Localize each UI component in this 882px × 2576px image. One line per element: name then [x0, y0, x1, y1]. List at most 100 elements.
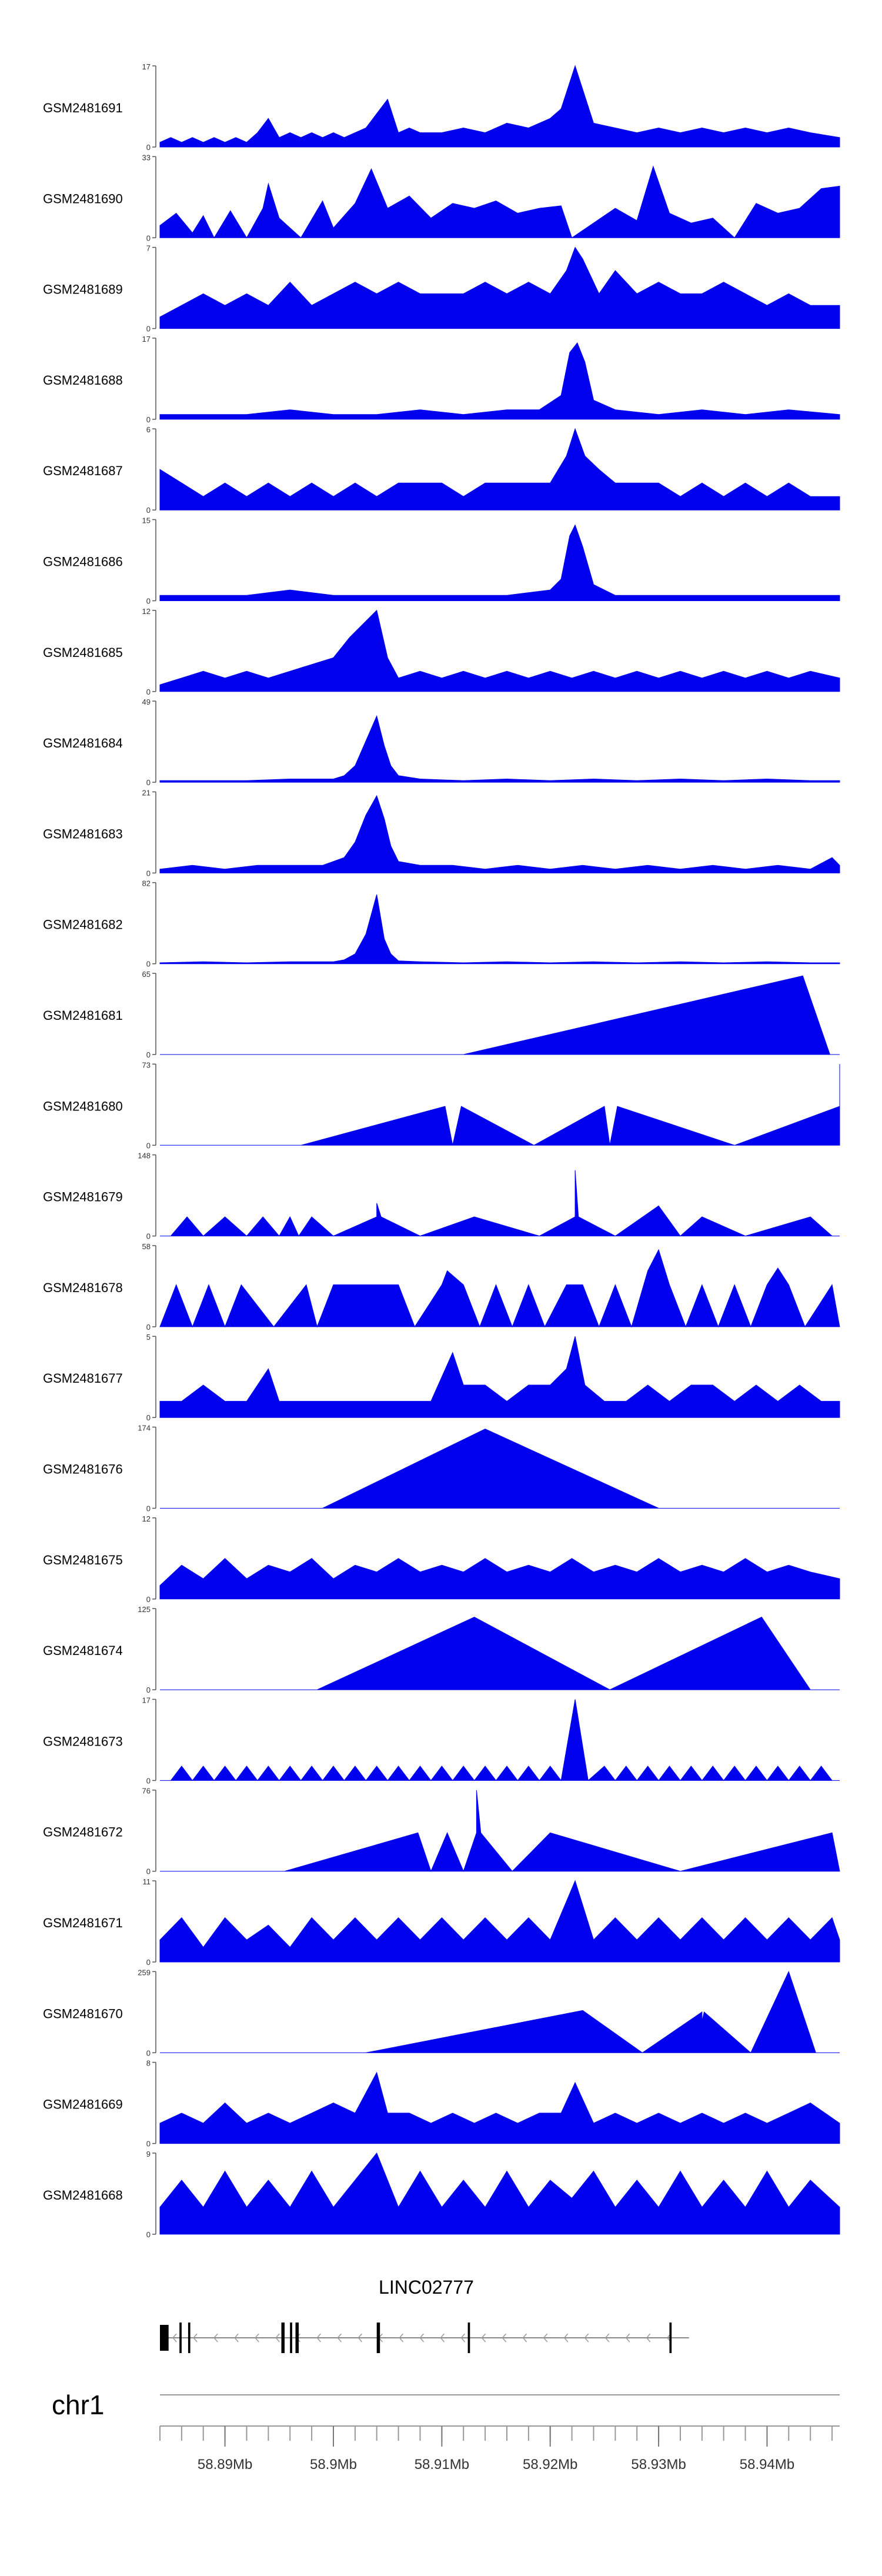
y-tick-label-zero: 0: [146, 597, 151, 606]
y-tick-label-zero: 0: [146, 2140, 151, 2148]
strand-arrow: [358, 2333, 362, 2343]
track-GSM2481675: GSM2481675 12 0: [43, 1514, 840, 1604]
track-label: GSM2481676: [43, 1462, 123, 1477]
strand-arrow: [193, 2333, 198, 2343]
gene-model: [160, 2323, 689, 2353]
coverage-area: [159, 2071, 840, 2144]
track-label: GSM2481673: [43, 1734, 123, 1749]
coverage-area: [159, 428, 840, 510]
y-tick-label-max: 125: [138, 1605, 151, 1614]
axis-tick-label: 58.92Mb: [523, 2457, 577, 2472]
axis-tick-label: 58.93Mb: [631, 2457, 686, 2472]
track-label: GSM2481691: [43, 101, 123, 115]
track-GSM2481690: GSM2481690 33 0: [43, 153, 840, 242]
coverage-area: [160, 1790, 840, 1873]
axis-tick-label: 58.89Mb: [198, 2457, 252, 2472]
coverage-area: [160, 1616, 840, 1690]
track-GSM2481681: GSM2481681 65 0: [43, 970, 840, 1059]
strand-arrow: [316, 2333, 321, 2343]
y-tick-label-zero: 0: [146, 1232, 151, 1241]
coverage-area: [159, 1558, 840, 1600]
y-tick-label-zero: 0: [146, 1958, 151, 1967]
y-tick-label-zero: 0: [146, 1050, 151, 1059]
coverage-area: [160, 1429, 840, 1509]
coverage-area: [159, 1880, 840, 1963]
gene-exon: [290, 2323, 292, 2353]
axis-tick-label: 58.9Mb: [310, 2457, 357, 2472]
y-tick-label-max: 148: [138, 1152, 151, 1160]
track-GSM2481668: GSM2481668 9 0: [43, 2150, 840, 2239]
y-tick-label-zero: 0: [146, 415, 151, 424]
track-label: GSM2481690: [43, 191, 123, 206]
y-tick-label-max: 12: [142, 1514, 151, 1523]
gene-exon: [160, 2325, 169, 2351]
track-label: GSM2481686: [43, 555, 123, 569]
track-GSM2481676: GSM2481676 174 0: [43, 1424, 840, 1513]
track-GSM2481671: GSM2481671 11 0: [43, 1877, 840, 1967]
genome-axis: 58.89Mb 58.9Mb 58.91Mb 58.92Mb 58.93Mb 58.94M…: [159, 2394, 840, 2472]
y-tick-label-zero: 0: [146, 1686, 151, 1694]
track-label: GSM2481685: [43, 645, 123, 660]
y-tick-label-max: 49: [142, 698, 151, 706]
y-tick-label-zero: 0: [146, 325, 151, 333]
y-tick-label-max: 5: [146, 1333, 151, 1342]
track-label: GSM2481671: [43, 1916, 123, 1930]
track-GSM2481688: GSM2481688 17 0: [43, 335, 840, 424]
y-tick-label-max: 7: [146, 244, 151, 253]
y-tick-label-max: 58: [142, 1242, 151, 1251]
y-tick-label-max: 82: [142, 879, 151, 888]
track-label: GSM2481681: [43, 1008, 123, 1023]
y-tick-label-max: 17: [142, 62, 151, 71]
y-tick-label-zero: 0: [146, 869, 151, 877]
y-tick-label-zero: 0: [146, 778, 151, 787]
y-tick-label-zero: 0: [146, 1867, 151, 1876]
y-tick-label-zero: 0: [146, 2048, 151, 2057]
y-tick-label-max: 73: [142, 1060, 151, 1069]
coverage-area: [160, 1170, 840, 1237]
gene-exon: [295, 2323, 299, 2353]
y-tick-label-zero: 0: [146, 1323, 151, 1332]
track-label: GSM2481679: [43, 1190, 123, 1204]
track-label: GSM2481684: [43, 736, 123, 750]
track-GSM2481679: GSM2481679 148 0: [43, 1152, 840, 1241]
strand-arrow: [481, 2333, 486, 2343]
coverage-area: [159, 524, 840, 601]
y-tick-label-zero: 0: [146, 1141, 151, 1150]
y-tick-label-max: 12: [142, 607, 151, 616]
coverage-tracks: GSM2481691170GSM2481690330GSM248168970GS…: [43, 62, 840, 2239]
track-label: GSM2481674: [43, 1643, 123, 1658]
coverage-area: [160, 1064, 840, 1146]
y-tick-label-zero: 0: [146, 1776, 151, 1785]
track-GSM2481686: GSM2481686 15 0: [43, 516, 840, 606]
y-tick-label-max: 174: [138, 1424, 151, 1433]
y-tick-label-max: 17: [142, 1696, 151, 1704]
track-GSM2481680: GSM2481680 73 0: [43, 1060, 840, 1150]
coverage-area: [159, 609, 840, 692]
coverage-area: [159, 2152, 840, 2235]
strand-arrow: [234, 2333, 239, 2343]
coverage-area: [159, 246, 840, 329]
gene-exon: [669, 2323, 672, 2353]
strand-arrow: [502, 2333, 507, 2343]
track-GSM2481674: GSM2481674 125 0: [43, 1605, 840, 1694]
y-tick-label-max: 65: [142, 970, 151, 979]
track-GSM2481689: GSM2481689 7 0: [43, 244, 840, 333]
track-label: GSM2481682: [43, 917, 123, 932]
coverage-area: [159, 165, 840, 239]
y-tick-label-zero: 0: [146, 960, 151, 969]
strand-arrow: [275, 2333, 280, 2343]
genome-axis-track: chr1 58.89Mb 58.9Mb 58.91Mb 58.92Mb 58.93Mb 5…: [52, 2390, 840, 2472]
y-tick-label-zero: 0: [146, 143, 151, 152]
y-tick-label-max: 21: [142, 788, 151, 797]
track-GSM2481682: GSM2481682 82 0: [43, 879, 840, 969]
track-label: GSM2481688: [43, 373, 123, 388]
y-tick-label-zero: 0: [146, 1413, 151, 1422]
gene-exon: [467, 2323, 470, 2353]
y-tick-label-max: 17: [142, 335, 151, 343]
y-tick-label-max: 259: [138, 1968, 151, 1977]
coverage-area: [159, 1336, 840, 1418]
y-tick-label-max: 9: [146, 2150, 151, 2158]
track-label: GSM2481670: [43, 2006, 123, 2021]
coverage-area: [160, 1970, 840, 2054]
